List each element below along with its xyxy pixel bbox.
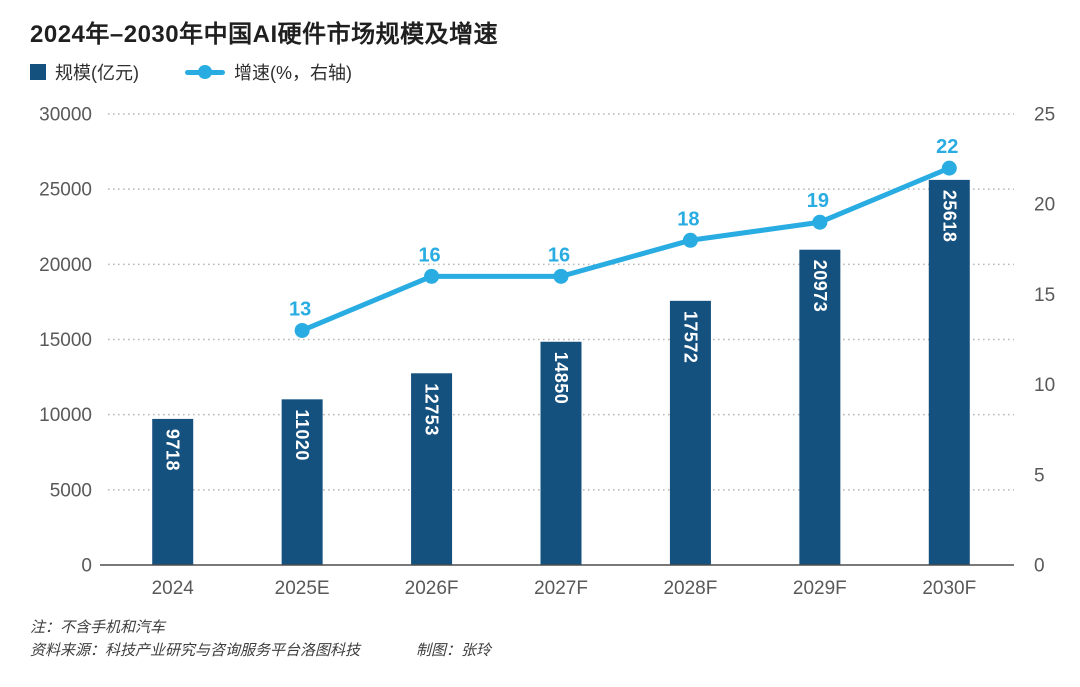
left-axis-tick-label: 20000 xyxy=(39,255,92,276)
right-axis-tick-label: 10 xyxy=(1034,375,1055,396)
bar-value-label: 14850 xyxy=(551,352,571,405)
bar xyxy=(281,399,323,565)
growth-marker xyxy=(294,322,310,338)
right-axis-tick-label: 20 xyxy=(1034,195,1055,216)
growth-value-label: 19 xyxy=(807,190,829,212)
bar xyxy=(799,249,841,565)
growth-marker xyxy=(941,160,957,176)
bar xyxy=(928,179,970,565)
line-dot-icon xyxy=(198,65,212,79)
right-axis-tick-label: 25 xyxy=(1034,105,1055,126)
line-swatch-icon xyxy=(185,65,225,79)
left-axis-tick-label: 5000 xyxy=(50,480,92,501)
footer: 注：不含手机和汽车 资料来源：科技产业研究与咨询服务平台洛图科技 制图：张玲 xyxy=(30,616,491,662)
source-note: 资料来源：科技产业研究与咨询服务平台洛图科技 xyxy=(30,642,361,659)
credit-note: 制图：张玲 xyxy=(416,642,492,659)
legend-item-growth: 增速(%，右轴) xyxy=(185,59,352,85)
right-axis-tick-label: 15 xyxy=(1034,285,1055,306)
page-title: 2024年–2030年中国AI硬件市场规模及增速 xyxy=(30,21,499,48)
right-axis-tick-label: 0 xyxy=(1034,556,1045,577)
legend: 规模(亿元) 增速(%，右轴) xyxy=(30,59,352,85)
growth-value-label: 13 xyxy=(289,298,311,320)
legend-item-scale: 规模(亿元) xyxy=(30,59,139,85)
legend-label-growth: 增速(%，右轴) xyxy=(234,63,352,83)
left-axis-tick-label: 10000 xyxy=(39,405,92,426)
left-axis-tick-label: 0 xyxy=(81,556,92,577)
growth-value-label: 18 xyxy=(677,208,699,230)
bar xyxy=(411,373,453,565)
bar-swatch-icon xyxy=(30,64,46,80)
bar-value-label: 12753 xyxy=(422,383,442,436)
left-axis-tick-label: 25000 xyxy=(39,180,92,201)
growth-line xyxy=(299,165,952,333)
x-axis-tick-label: 2026F xyxy=(405,578,459,599)
growth-value-label: 22 xyxy=(936,136,958,158)
growth-value-label: 16 xyxy=(418,244,440,266)
left-axis-tick-label: 30000 xyxy=(39,105,92,126)
bar-value-label: 9718 xyxy=(163,429,183,471)
bar-value-label: 25618 xyxy=(939,190,959,243)
bar-value-label: 11020 xyxy=(292,409,312,461)
growth-marker xyxy=(812,214,828,230)
bar-value-label: 20973 xyxy=(810,260,830,313)
x-axis-tick-label: 2028F xyxy=(663,578,717,599)
x-axis-tick-label: 2030F xyxy=(922,578,976,599)
left-axis-tick-label: 15000 xyxy=(39,330,92,351)
x-axis-tick-label: 2025E xyxy=(275,578,330,599)
bar xyxy=(152,418,194,565)
source-line: 资料来源：科技产业研究与咨询服务平台洛图科技 制图：张玲 xyxy=(30,639,491,662)
growth-marker xyxy=(553,268,569,284)
bar xyxy=(669,300,711,565)
right-axis-tick-label: 5 xyxy=(1034,465,1045,486)
x-axis-tick-label: 2029F xyxy=(793,578,847,599)
footnote: 注：不含手机和汽车 xyxy=(30,619,166,636)
growth-value-label: 16 xyxy=(548,244,570,266)
growth-marker xyxy=(424,268,440,284)
x-axis-tick-label: 2024 xyxy=(152,578,195,599)
growth-marker xyxy=(682,232,698,248)
x-axis-tick-label: 2027F xyxy=(534,578,588,599)
bar-value-label: 17572 xyxy=(680,311,700,364)
bar xyxy=(540,341,582,565)
legend-label-scale: 规模(亿元) xyxy=(55,63,139,83)
